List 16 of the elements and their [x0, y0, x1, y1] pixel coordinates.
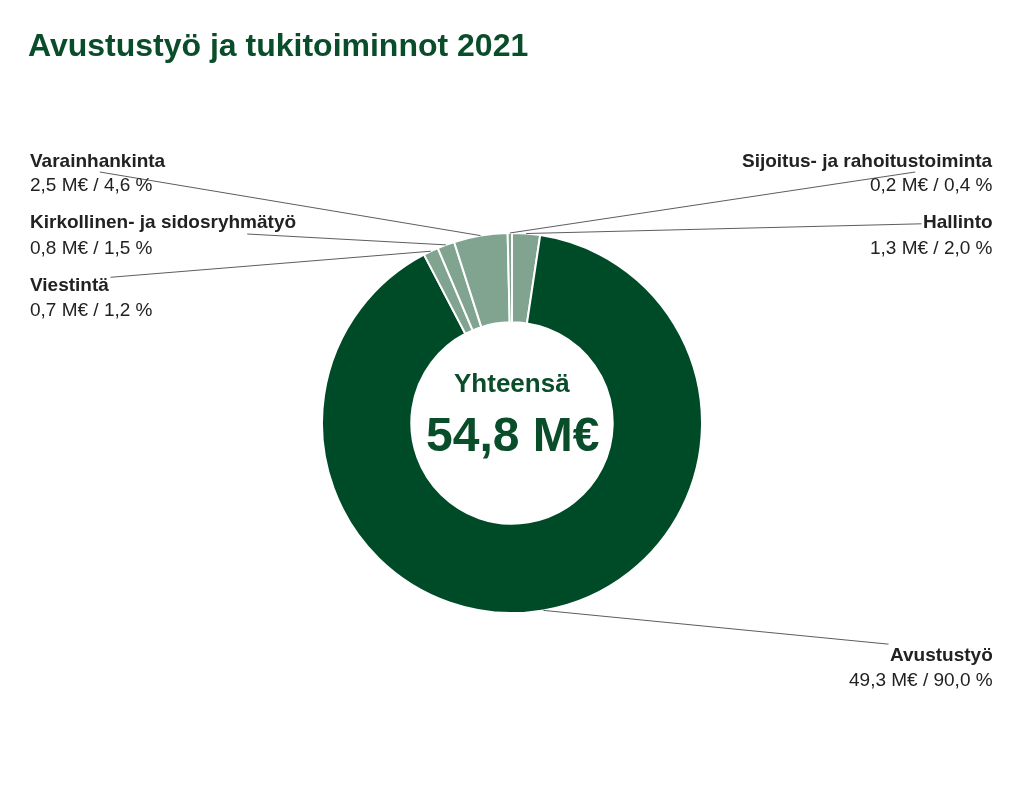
data-label: 1,3 M€ / 2,0 %	[870, 237, 993, 258]
slice-label: Viestintä	[30, 274, 110, 295]
data-label: 2,5 M€ / 4,6 %	[30, 174, 153, 195]
slice-label: Avustustyö	[890, 644, 993, 665]
data-label: 49,3 M€ / 90,0 %	[849, 669, 993, 690]
text: 54,8 M€	[426, 408, 600, 461]
slice-label: Kirkollinen- ja sidosryhmätyö	[30, 211, 297, 232]
slice-label: Sijoitus- ja rahoitustoiminta	[742, 150, 993, 171]
text: Yhteensä	[454, 368, 571, 398]
donut-slice	[321, 234, 703, 614]
slice-label: Varainhankinta	[30, 150, 166, 171]
data-label: 0,8 M€ / 1,5 %	[30, 237, 153, 258]
data-label: 0,2 M€ / 0,4 %	[870, 174, 993, 195]
slice-label: Hallinto	[923, 211, 993, 232]
data-label: 0,7 M€ / 1,2 %	[30, 299, 153, 320]
chart-title: Avustustyö ja tukitoiminnot 2021	[28, 27, 529, 64]
